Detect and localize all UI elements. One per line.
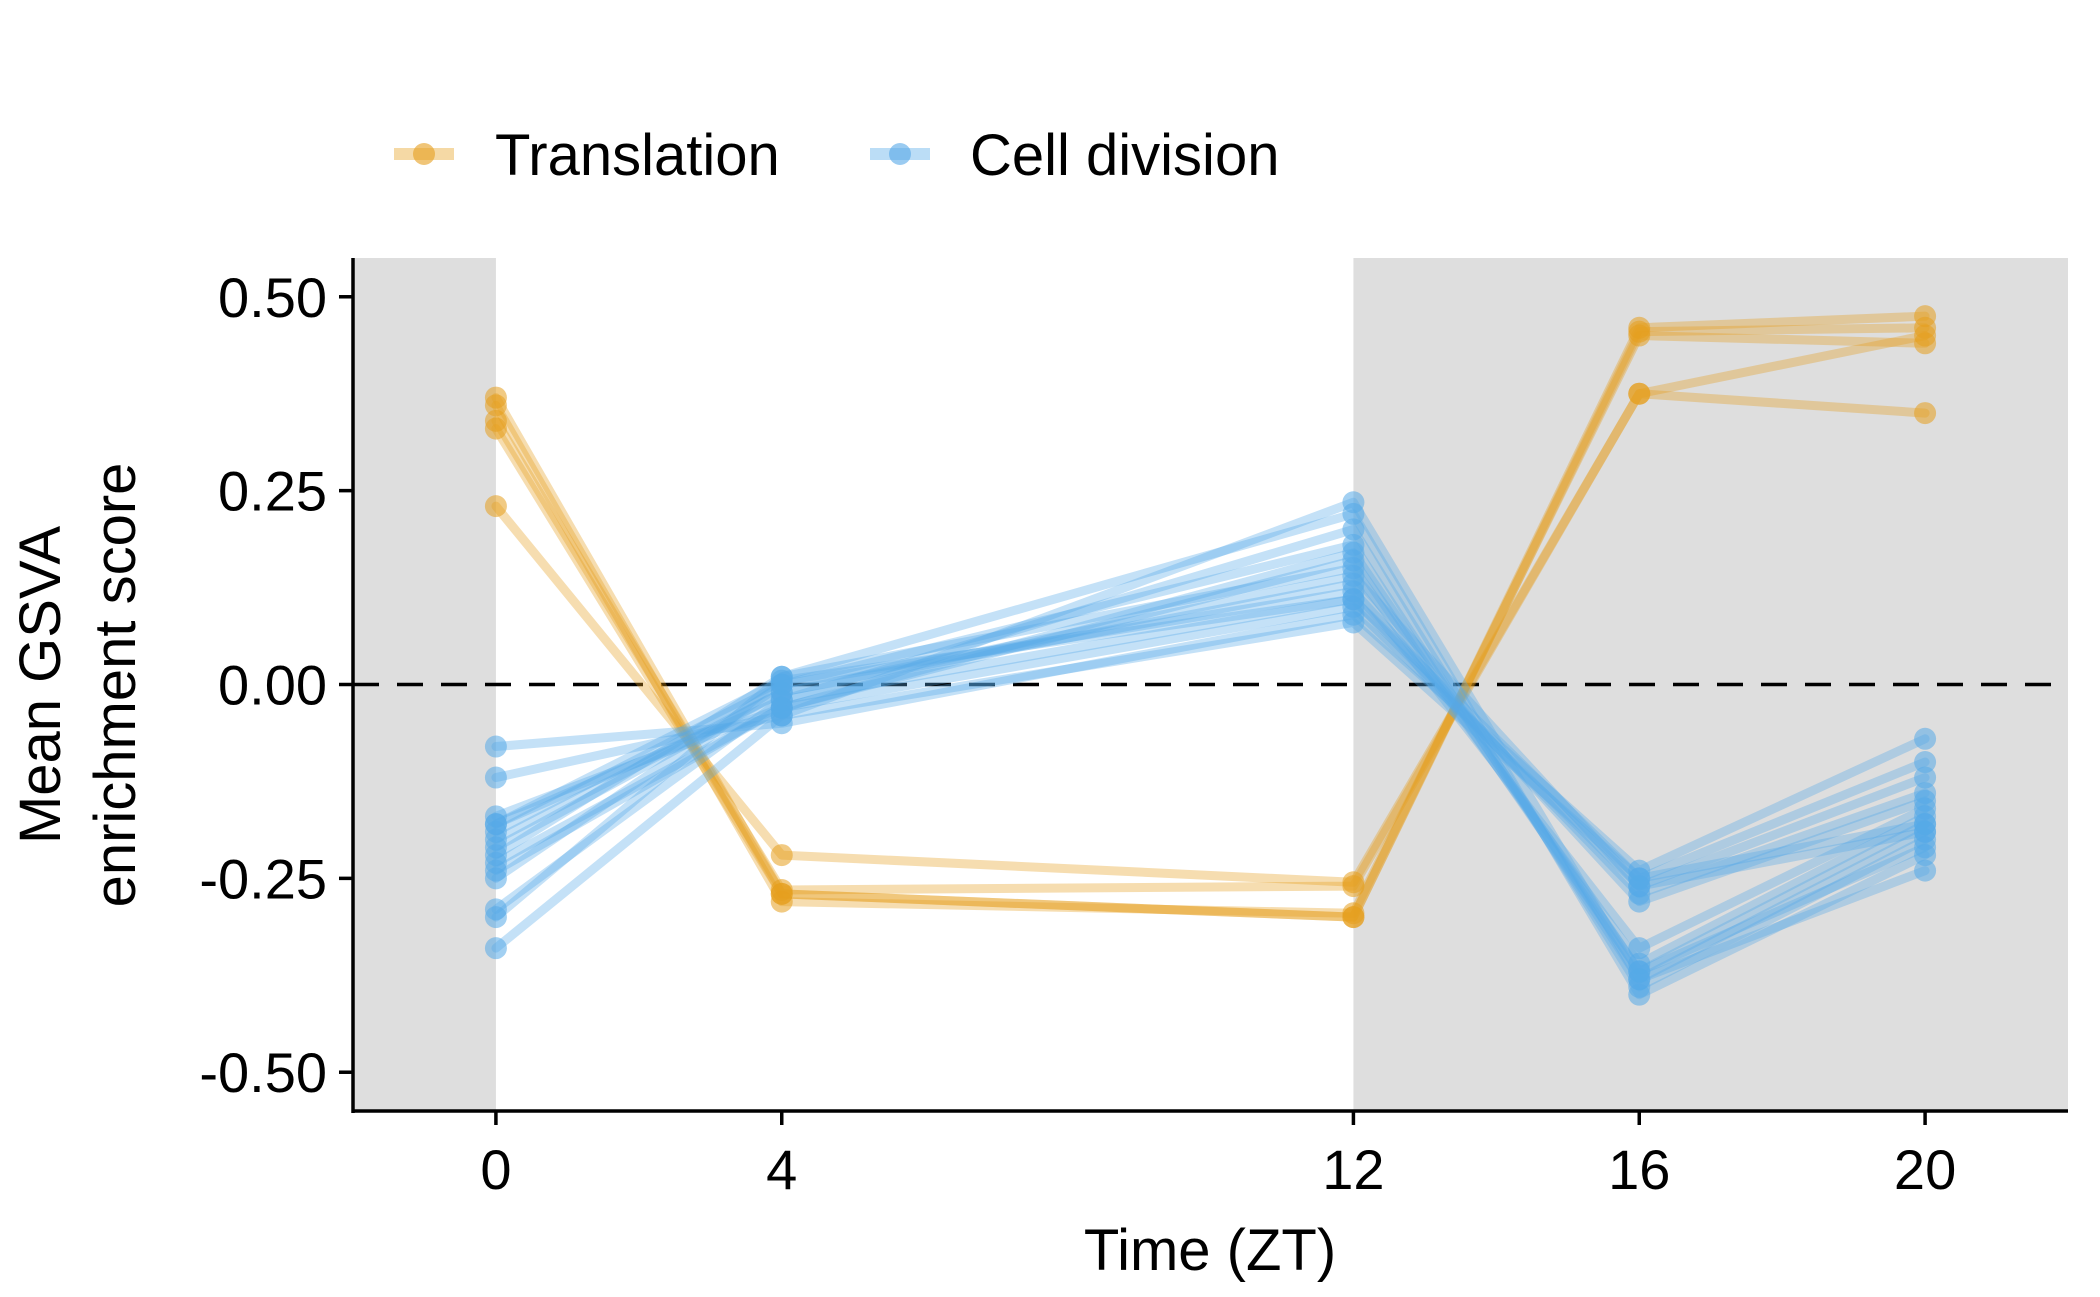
translation-point <box>1914 324 1937 347</box>
x-tick-label: 16 <box>1608 1138 1670 1201</box>
cell-division-point <box>484 859 507 882</box>
translation-point <box>1342 871 1365 894</box>
legend-item-cell-division: Cell division <box>870 123 1279 188</box>
cell-division-point <box>484 735 507 758</box>
translation-point <box>770 844 793 867</box>
x-axis-title: Time (ZT) <box>1084 1218 1336 1283</box>
legend-label-translation: Translation <box>495 123 780 188</box>
cell-division-point <box>1914 836 1937 859</box>
translation-point <box>484 417 507 440</box>
cell-division-point <box>1342 518 1365 541</box>
cell-division-point <box>1342 564 1365 587</box>
cell-division-point <box>1342 611 1365 634</box>
cell-division-point <box>1914 766 1937 789</box>
x-axis: 0 4 12 16 20 <box>352 1109 2068 1201</box>
series-group-translation <box>484 305 1937 929</box>
y-tick-label: 0.00 <box>218 654 327 717</box>
cell-division-point <box>1628 890 1651 913</box>
cell-division-point <box>1628 960 1651 983</box>
cell-division-point <box>1342 588 1365 611</box>
y-axis-title-line-1: Mean GSVA <box>8 526 73 844</box>
translation-point <box>1342 906 1365 929</box>
cell-division-point <box>484 937 507 960</box>
cell-division-point <box>1628 983 1651 1006</box>
x-tick-label: 20 <box>1894 1138 1956 1201</box>
cell-division-point <box>484 836 507 859</box>
cell-division-point <box>1914 859 1937 882</box>
cell-division-point <box>1342 541 1365 564</box>
cell-division-point <box>1342 491 1365 514</box>
cell-division-point <box>770 696 793 719</box>
translation-point <box>1628 320 1651 343</box>
translation-point <box>484 394 507 417</box>
legend-item-translation: Translation <box>394 123 780 188</box>
x-tick-label: 12 <box>1322 1138 1384 1201</box>
cell-division-point <box>770 669 793 692</box>
cell-division-point <box>1914 751 1937 774</box>
cell-division-point <box>1628 867 1651 890</box>
y-tick-label: 0.50 <box>218 266 327 329</box>
cell-division-point <box>1628 937 1651 960</box>
cell-division-point <box>1914 813 1937 836</box>
y-axis-title-line-2: enrichment score <box>83 463 148 908</box>
x-tick-label: 4 <box>766 1138 797 1201</box>
cell-division-point <box>484 766 507 789</box>
translation-point <box>484 495 507 518</box>
y-axis: 0.50 0.25 0.00 -0.25 -0.50 <box>199 258 355 1113</box>
cell-division-point <box>484 906 507 929</box>
y-tick-label: 0.25 <box>218 460 327 523</box>
y-tick-label: -0.25 <box>199 847 327 910</box>
y-tick-label: -0.50 <box>199 1041 327 1104</box>
cell-division-point <box>1914 727 1937 750</box>
series-group-cell-division <box>484 491 1937 1006</box>
x-tick-label: 0 <box>480 1138 511 1201</box>
series-layer <box>484 305 1937 1006</box>
translation-point <box>770 882 793 905</box>
legend: Translation Cell division <box>394 123 1279 188</box>
cell-division-point <box>484 813 507 836</box>
legend-key-translation-point <box>413 143 435 165</box>
translation-point <box>1914 402 1937 425</box>
legend-label-cell-division: Cell division <box>970 123 1279 188</box>
legend-key-cell-division-point <box>889 143 911 165</box>
translation-point <box>1628 382 1651 405</box>
